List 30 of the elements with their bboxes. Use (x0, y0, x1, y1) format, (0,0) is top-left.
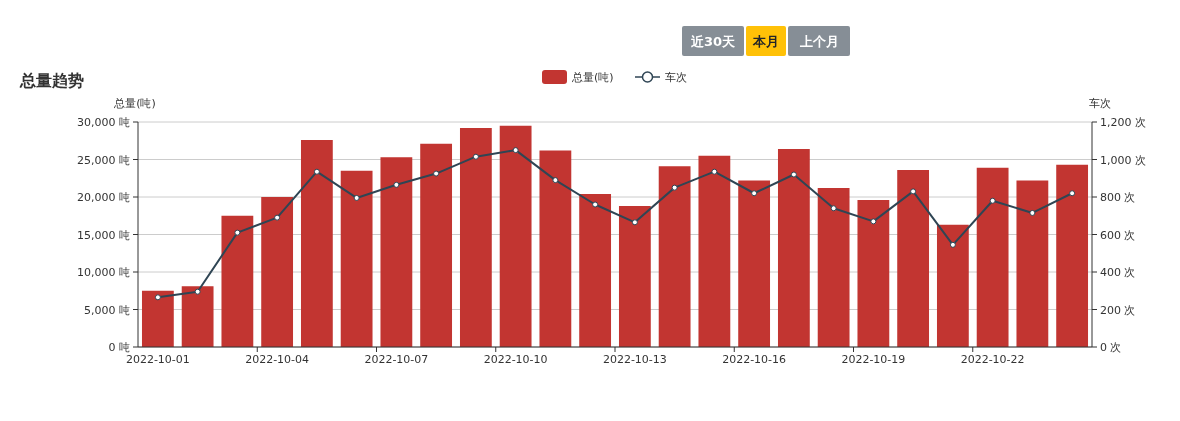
y-axis-title: 总量(吨) (113, 97, 156, 110)
y-tick-label: 10,000 吨 (77, 266, 130, 279)
x-tick-label: 2022-10-19 (841, 353, 906, 366)
y-tick-label: 30,000 吨 (77, 116, 130, 129)
y-tick-label: 25,000 吨 (77, 153, 130, 167)
y-tick-label: 5,000 吨 (84, 303, 130, 317)
x-tick-label: 2022-10-10 (483, 353, 548, 366)
y2-tick-label: 0 次 (1100, 341, 1122, 354)
y2-tick-label: 1,000 次 (1100, 153, 1146, 167)
y2-tick-label: 400 次 (1100, 266, 1136, 279)
y2-tick-label: 1,200 次 (1100, 116, 1146, 129)
x-tick-label: 2022-10-01 (125, 353, 190, 366)
y2-axis-title: 车次 (1089, 97, 1111, 110)
x-tick-label: 2022-10-22 (960, 353, 1025, 366)
y2-tick-label: 200 次 (1100, 303, 1136, 317)
filter-button: 上个月 (788, 26, 850, 56)
x-tick-label: 2022-10-04 (245, 353, 310, 366)
filter-button: 本月 (746, 26, 786, 56)
y2-tick-label: 800 次 (1100, 191, 1136, 204)
filter-button: 近30天 (682, 26, 744, 56)
legend-label: 车次 (665, 71, 687, 84)
x-tick-label: 2022-10-07 (364, 353, 429, 366)
x-tick-label: 2022-10-13 (602, 353, 667, 366)
y-tick-label: 20,000 吨 (77, 191, 130, 204)
y-tick-label: 15,000 吨 (77, 228, 130, 242)
legend-label: 总量(吨) (571, 71, 614, 84)
chart-title: 总量趋势 (19, 71, 84, 90)
y-tick-label: 0 吨 (108, 341, 130, 354)
x-tick-label: 2022-10-16 (722, 353, 787, 366)
y2-tick-label: 600 次 (1100, 228, 1136, 242)
